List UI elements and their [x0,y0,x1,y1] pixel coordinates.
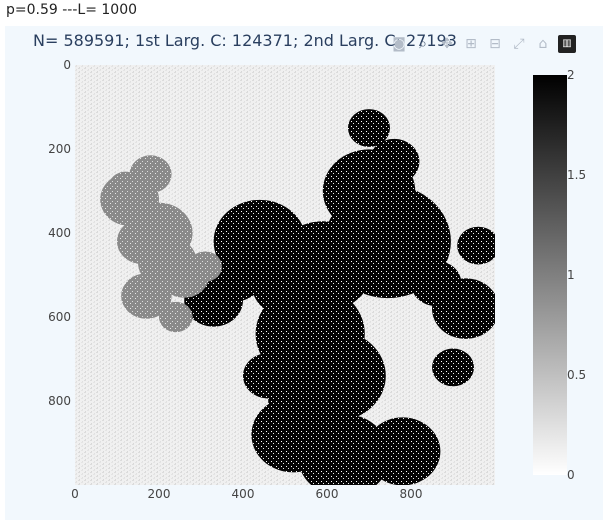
second-largest-cluster [100,155,222,333]
zoom-out-icon[interactable]: ⊟ [489,36,501,52]
colorbar-tick-label: 1 [567,268,575,282]
zoom-icon[interactable]: ⌕ [419,36,427,52]
cluster-blob [121,273,172,319]
cluster-blob [432,348,474,387]
cluster-blob [457,226,495,265]
colorbar-tick-label: 1.5 [567,168,586,182]
pan-icon[interactable]: ✥ [441,36,453,52]
download-plot-icon[interactable]: ◙ [392,36,406,52]
colorbar [533,75,567,475]
y-tick-label: 400 [48,226,71,240]
autoscale-icon[interactable]: ⤢ [513,36,525,52]
cluster-blob [369,138,420,185]
x-tick-label: 800 [400,487,423,501]
colorbar-tick-label: 0 [567,468,575,482]
cluster-blob [364,417,441,485]
cluster-blob [188,251,222,282]
y-tick-label: 800 [48,394,71,408]
x-tick-label: 0 [71,487,79,501]
plotly-logo-icon[interactable]: ▥ [558,35,576,53]
zoom-in-icon[interactable]: ⊞ [465,36,477,52]
cluster-blob [348,109,390,147]
cluster-blob [159,301,193,333]
x-tick-label: 600 [316,487,339,501]
cluster-blob [297,414,390,485]
colorbar-tick-label: 0.5 [567,368,586,382]
cluster-blob [432,278,495,339]
x-tick-label: 200 [148,487,171,501]
colorbar-tick-label: 2 [567,68,575,82]
cluster-blob [108,171,143,202]
modebar: ◙ ⌕ ✥ ⊞ ⊟ ⤢ ⌂ ▥ [390,34,576,54]
chart-title: N= 589591; 1st Larg. C: 124371; 2nd Larg… [33,31,457,50]
y-tick-label: 200 [48,142,71,156]
cluster-blob [243,353,294,399]
largest-cluster [184,109,495,485]
reset-axes-icon[interactable]: ⌂ [538,36,548,52]
page-caption: p=0.59 ---L= 1000 [6,2,138,18]
y-tick-label: 0 [63,58,71,72]
x-tick-label: 400 [232,487,255,501]
cluster-blob [117,218,168,265]
y-tick-label: 600 [48,310,71,324]
